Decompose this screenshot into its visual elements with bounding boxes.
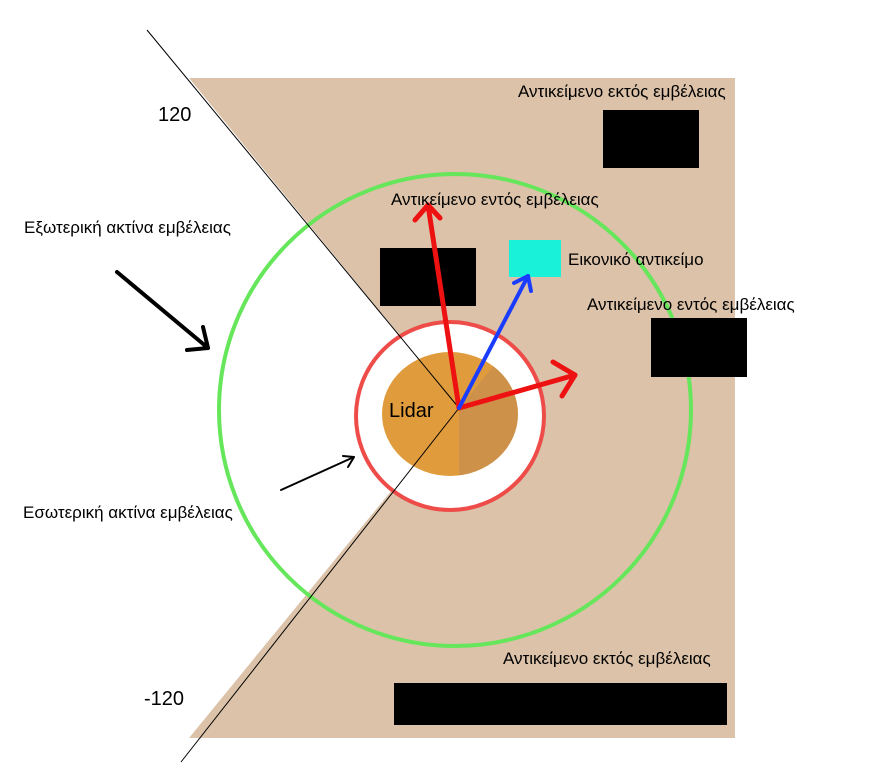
boundary-line-minus-120: [180, 407, 460, 763]
ray-up: [412, 202, 462, 411]
in-range-top-label: Αντικείμενο εντός εμβέλειας: [391, 190, 599, 209]
boundary-line-plus-120: [146, 29, 460, 409]
obstacle-right-in-range: [651, 318, 747, 377]
lidar-label: Lidar: [389, 400, 434, 422]
angle-min-label: -120: [144, 688, 184, 710]
lidar-body: [382, 352, 518, 476]
inner-radius-arrow: [280, 455, 355, 491]
angle-max-label: 120: [158, 104, 191, 126]
outer-radius-label: Εξωτερική ακτίνα εμβέλειας: [24, 218, 231, 237]
obstacle-bottom-out-of-range: [394, 683, 727, 725]
obstacle-top-out-of-range: [603, 110, 699, 168]
outer-radius-arrow: [115, 270, 210, 352]
virtual-object-label: Εικονικό αντικείμο: [568, 250, 704, 269]
virtual-object: [509, 240, 561, 277]
out-of-range-bottom-label: Αντικείμενο εκτός εμβέλειας: [503, 649, 711, 668]
obstacle-left-in-range: [380, 248, 476, 306]
ray-virtual: [457, 274, 533, 410]
inner-radius-label: Εσωτερική ακτίνα εμβέλειας: [23, 503, 233, 522]
outer-range-circle: [217, 172, 693, 648]
ray-right: [456, 359, 578, 411]
in-range-right-label: Αντικείμενο εντός εμβέλειας: [587, 295, 795, 314]
out-of-range-top-label: Αντικείμενο εκτός εμβέλειας: [518, 82, 726, 101]
